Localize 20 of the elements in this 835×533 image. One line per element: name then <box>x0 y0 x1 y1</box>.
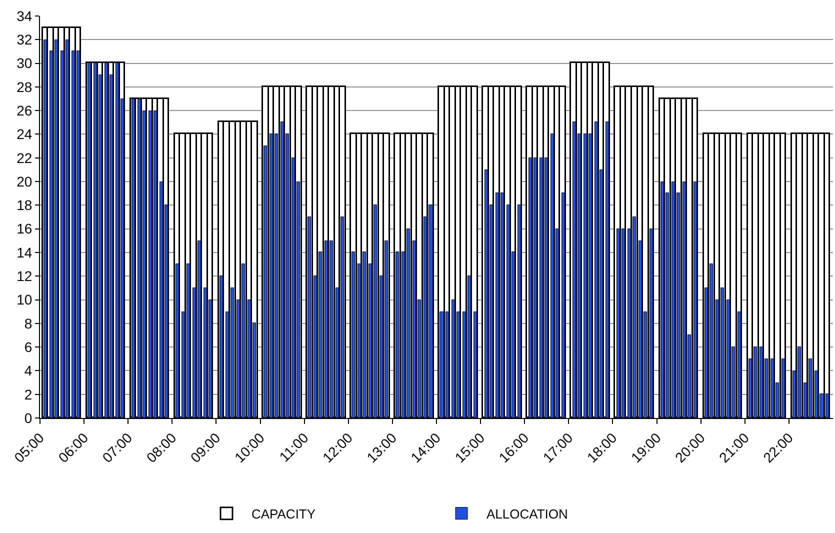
y-tick-label: 34 <box>16 8 32 24</box>
y-tick-label: 22 <box>16 150 32 166</box>
legend-label: ALLOCATION <box>486 506 568 522</box>
legend-label: CAPACITY <box>252 506 316 522</box>
y-tick-label: 18 <box>16 197 32 214</box>
y-tick-label: 16 <box>16 220 32 237</box>
y-tick-label: 2 <box>24 386 32 402</box>
y-tick-label: 0 <box>24 410 32 426</box>
y-tick-label: 20 <box>16 173 32 190</box>
y-tick-label: 28 <box>16 78 32 95</box>
y-tick-label: 6 <box>24 338 32 355</box>
y-tick-label: 32 <box>16 32 32 48</box>
y-tick-label: 8 <box>24 315 32 332</box>
y-tick-label: 30 <box>16 55 32 72</box>
y-tick-label: 26 <box>16 102 32 118</box>
y-tick-label: 10 <box>16 292 32 308</box>
y-tick-label: 24 <box>16 126 32 142</box>
y-tick-label: 12 <box>16 268 32 284</box>
y-tick-label: 4 <box>24 362 32 379</box>
y-tick-label: 14 <box>16 244 32 260</box>
